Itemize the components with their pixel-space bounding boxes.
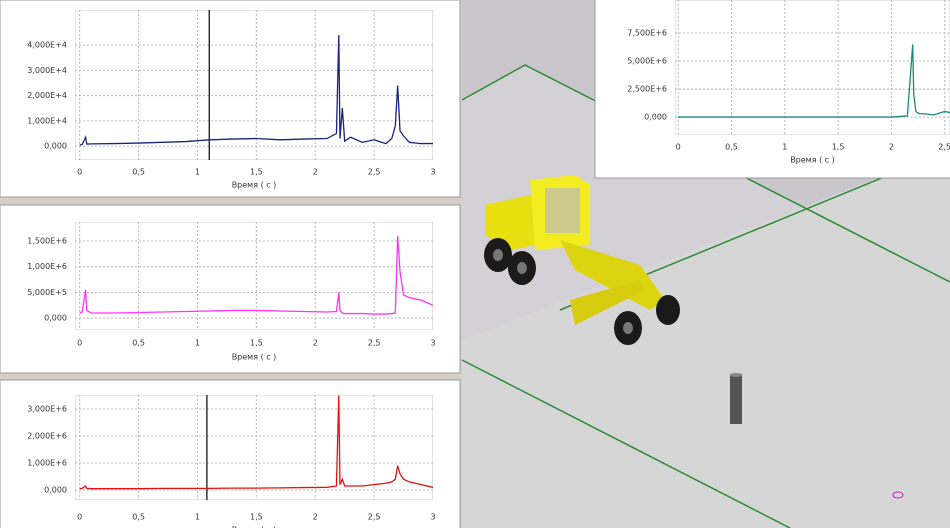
x-axis-label: Время ( с ) [790, 156, 835, 165]
plot-area [675, 0, 950, 135]
x-tick-label: 2 [313, 513, 318, 522]
x-tick-label: 1,5 [832, 143, 845, 152]
x-tick-label: 1 [195, 513, 200, 522]
x-tick-label: 0 [77, 339, 82, 348]
x-tick-label: 0,5 [132, 513, 145, 522]
x-tick-label: 1 [195, 168, 200, 177]
plot [75, 222, 433, 330]
x-tick-label: 2 [313, 339, 318, 348]
x-tick-label: 0 [77, 168, 82, 177]
x-tick-label: 2,5 [368, 168, 381, 177]
x-tick-label: 2 [313, 168, 318, 177]
x-tick-label: 1,5 [250, 513, 263, 522]
y-tick-label: 2,000E+6 [27, 432, 67, 441]
x-axis-label: Время ( с ) [232, 353, 277, 362]
plot [75, 10, 433, 160]
y-tick-label: 3,000E+4 [27, 66, 67, 75]
screen: {"chart_data": [ {"type": "line", "x_lab… [0, 0, 950, 528]
y-tick-label: 1,500E+6 [27, 237, 67, 246]
x-tick-label: 1,5 [250, 339, 263, 348]
x-tick-label: 0 [77, 513, 82, 522]
x-tick-label: 1 [782, 143, 787, 152]
x-tick-label: 2,5 [368, 339, 381, 348]
x-tick-label: 3 [430, 168, 435, 177]
y-tick-label: 4,000E+4 [27, 41, 67, 50]
y-tick-label: 0,000 [44, 142, 67, 151]
x-tick-label: 0 [676, 143, 681, 152]
x-tick-label: 2,5 [368, 513, 381, 522]
y-tick-label: 2,500E+6 [627, 85, 667, 94]
y-tick-label: 0,000 [44, 486, 67, 495]
y-tick-label: 1,000E+6 [27, 262, 67, 271]
x-tick-label: 3 [430, 513, 435, 522]
x-tick-label: 0,5 [132, 339, 145, 348]
y-tick-label: 1,000E+6 [27, 459, 67, 468]
x-tick-label: 1,5 [250, 168, 263, 177]
x-axis-label: Время ( с ) [232, 181, 277, 190]
x-tick-label: 2 [889, 143, 894, 152]
y-tick-label: 2,000E+4 [27, 91, 67, 100]
plot [675, 0, 950, 135]
screen-canvas: 0,000 1,000E+4 2,000E+4 3,000E+4 4,000E+4 0 0,… [0, 0, 950, 528]
y-tick-label: 0,000 [644, 113, 667, 122]
x-tick-label: 1 [195, 339, 200, 348]
y-tick-label: 3,000E+6 [27, 405, 67, 414]
x-tick-label: 3 [430, 339, 435, 348]
x-tick-label: 0,5 [132, 168, 145, 177]
x-tick-label: 2,5 [938, 143, 950, 152]
y-tick-label: 1,000E+4 [27, 116, 67, 125]
y-tick-label: 5,000E+6 [627, 57, 667, 66]
y-tick-label: 0,000 [44, 314, 67, 323]
y-tick-label: 7,500E+6 [627, 29, 667, 38]
plot-area [75, 10, 433, 160]
plot [75, 395, 433, 500]
y-tick-label: 5,000E+5 [27, 288, 67, 297]
x-tick-label: 0,5 [725, 143, 738, 152]
